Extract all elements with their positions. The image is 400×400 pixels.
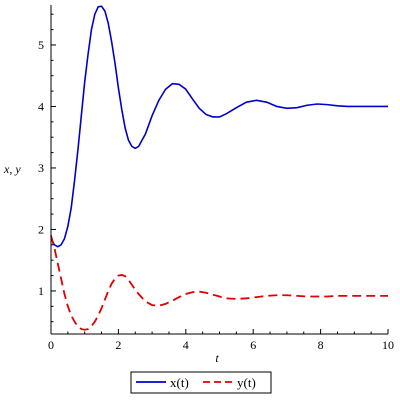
y-axis-label: x, y bbox=[3, 162, 21, 176]
y-tick-label: 5 bbox=[38, 38, 44, 52]
x-ticks: 0 2 4 6 8 10 bbox=[48, 329, 394, 352]
x-axis-label: t bbox=[215, 351, 219, 365]
legend: x(t) y(t) bbox=[130, 371, 272, 394]
legend-box bbox=[130, 371, 272, 394]
y-tick-label: 4 bbox=[38, 99, 44, 113]
plot-area bbox=[50, 5, 388, 331]
y-tick-label: 1 bbox=[38, 284, 44, 298]
axes bbox=[50, 5, 388, 335]
y-tick-label: 3 bbox=[38, 161, 44, 175]
x-tick-label: 8 bbox=[318, 338, 324, 352]
x-tick-label: 4 bbox=[183, 338, 189, 352]
y-ticks: 1 2 3 4 5 bbox=[38, 13, 56, 323]
series-line-y bbox=[50, 235, 388, 331]
legend-label-x: x(t) bbox=[170, 375, 189, 390]
x-tick-label: 2 bbox=[115, 338, 121, 352]
legend-label-y: y(t) bbox=[237, 375, 256, 390]
y-tick-label: 2 bbox=[38, 222, 44, 236]
series-line-x bbox=[50, 5, 388, 248]
x-tick-label: 10 bbox=[382, 338, 394, 352]
x-tick-label: 6 bbox=[250, 338, 256, 352]
x-tick-label: 0 bbox=[48, 338, 54, 352]
